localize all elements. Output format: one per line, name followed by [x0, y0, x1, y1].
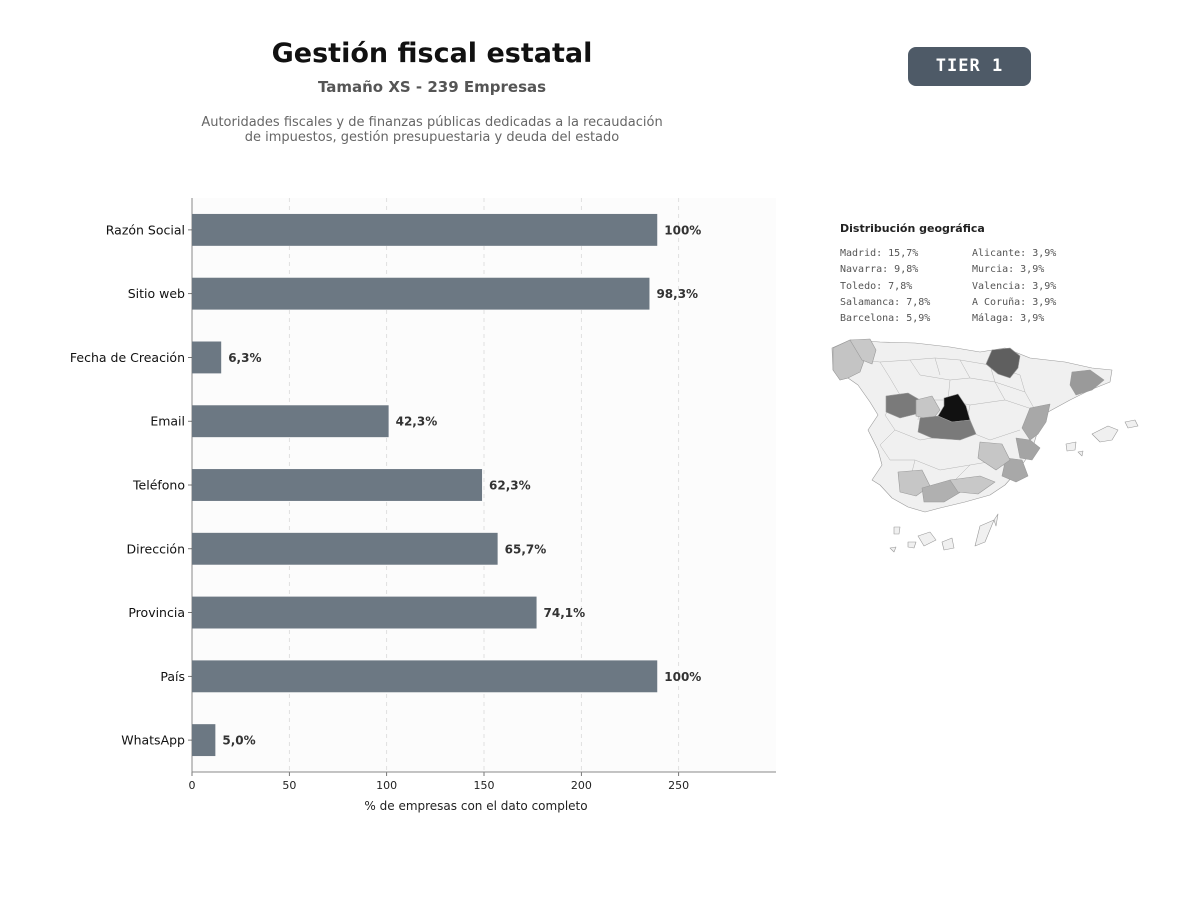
value-label: 42,3%	[396, 415, 438, 429]
map-island	[1091, 425, 1119, 443]
x-tick-label: 200	[571, 779, 592, 792]
page-description: Autoridades fiscales y de finanzas públi…	[182, 115, 682, 145]
x-tick-label: 150	[474, 779, 495, 792]
bar	[192, 660, 658, 693]
geo-entry: Málaga: 3,9%	[972, 313, 1045, 325]
geo-list-right: Alicante: 3,9% Murcia: 3,9% Valencia: 3,…	[972, 246, 1056, 327]
map-island	[974, 519, 995, 547]
category-label: WhatsApp	[121, 733, 185, 748]
map-region	[985, 347, 1021, 379]
map-island	[917, 531, 937, 547]
category-label: Teléfono	[132, 478, 185, 493]
bar	[192, 724, 216, 757]
value-label: 6,3%	[228, 351, 261, 365]
page-title: Gestión fiscal estatal	[271, 38, 593, 69]
category-label: Sitio web	[128, 286, 185, 301]
map-region	[917, 415, 977, 441]
map-island	[1124, 419, 1139, 429]
map-island	[893, 526, 901, 535]
geo-entry: Toledo: 7,8%	[840, 280, 913, 292]
geo-entry: Navarra: 9,8%	[840, 264, 919, 276]
value-label: 100%	[664, 670, 701, 684]
x-tick-label: 250	[668, 779, 689, 792]
tier-badge: TIER 1	[908, 47, 1031, 86]
geo-entry: Madrid: 15,7%	[840, 248, 919, 259]
map-region	[949, 475, 996, 495]
value-label: 74,1%	[544, 606, 586, 620]
map-region	[885, 392, 921, 419]
bar	[192, 277, 650, 310]
bar	[192, 532, 498, 565]
value-label: 5,0%	[222, 734, 255, 748]
geo-entry: A Coruña: 3,9%	[972, 296, 1057, 308]
map-region	[849, 338, 877, 365]
bar	[192, 341, 222, 374]
bar	[192, 405, 389, 438]
map-island	[941, 537, 955, 551]
bar	[192, 596, 537, 629]
geo-title: Distribución geográfica	[840, 222, 985, 235]
page-subtitle: Tamaño XS - 239 Empresas	[317, 78, 547, 96]
map-island	[993, 513, 999, 527]
geo-list-left: Madrid: 15,7% Navarra: 9,8% Toledo: 7,8%…	[840, 246, 930, 327]
geo-entry: Alicante: 3,9%	[972, 248, 1057, 259]
bar	[192, 213, 658, 246]
map-region	[1069, 369, 1105, 396]
map-island	[1065, 441, 1077, 452]
geo-entry: Salamanca: 7,8%	[840, 296, 931, 308]
value-label: 62,3%	[489, 479, 531, 493]
category-label: Provincia	[128, 605, 185, 620]
bar	[192, 469, 483, 501]
category-label: Dirección	[127, 541, 185, 556]
description-line-2: de impuestos, gestión presupuestaria y d…	[244, 130, 620, 145]
value-label: 100%	[664, 223, 701, 237]
map-island	[889, 546, 897, 553]
map-region	[1021, 403, 1051, 441]
geo-entry: Barcelona: 5,9%	[840, 313, 931, 325]
map-region	[977, 441, 1011, 471]
spain-map	[831, 338, 1139, 553]
category-label: Email	[150, 414, 185, 429]
map-region	[1015, 437, 1041, 461]
bar-chart: 0 50 100 150 200 250 Razón Social 100% Sitio web…	[70, 198, 776, 813]
x-axis-title: % de empresas con el dato completo	[364, 799, 587, 813]
geo-entry: Valencia: 3,9%	[972, 280, 1057, 292]
geo-entry: Murcia: 3,9%	[972, 264, 1045, 276]
x-tick-label: 0	[189, 779, 196, 792]
category-label: Fecha de Creación	[70, 350, 185, 365]
category-label: Razón Social	[106, 222, 185, 237]
category-label: País	[160, 669, 185, 684]
map-region	[915, 395, 941, 421]
x-tick-label: 50	[282, 779, 296, 792]
x-tick-label: 100	[376, 779, 397, 792]
map-region	[1001, 457, 1029, 483]
value-label: 65,7%	[505, 542, 547, 556]
map-island	[1077, 450, 1084, 457]
value-label: 98,3%	[656, 287, 698, 301]
description-line-1: Autoridades fiscales y de finanzas públi…	[201, 115, 663, 130]
map-island	[907, 541, 917, 549]
